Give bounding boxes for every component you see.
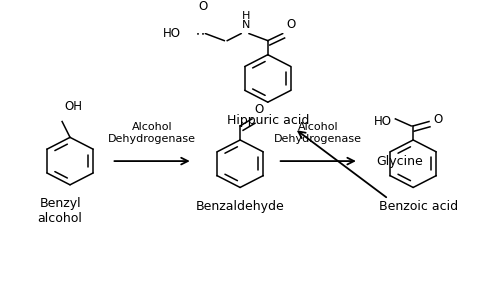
- Text: HO: HO: [163, 27, 181, 40]
- Text: O: O: [198, 0, 207, 13]
- Text: Benzaldehyde: Benzaldehyde: [196, 200, 284, 213]
- Text: H
N: H N: [242, 11, 250, 30]
- Text: HO: HO: [374, 115, 392, 128]
- Text: Benzyl
alcohol: Benzyl alcohol: [38, 197, 82, 225]
- Text: O: O: [254, 103, 263, 116]
- Text: OH: OH: [64, 100, 82, 113]
- Text: Alcohol
Dehydrogenase: Alcohol Dehydrogenase: [274, 122, 362, 143]
- Text: Glycine: Glycine: [376, 155, 424, 168]
- Text: O: O: [286, 18, 296, 31]
- Text: Benzoic acid: Benzoic acid: [378, 200, 458, 213]
- Text: O: O: [433, 113, 442, 126]
- Text: Alcohol
Dehydrogenase: Alcohol Dehydrogenase: [108, 122, 196, 143]
- Text: Hippuric acid: Hippuric acid: [226, 114, 309, 128]
